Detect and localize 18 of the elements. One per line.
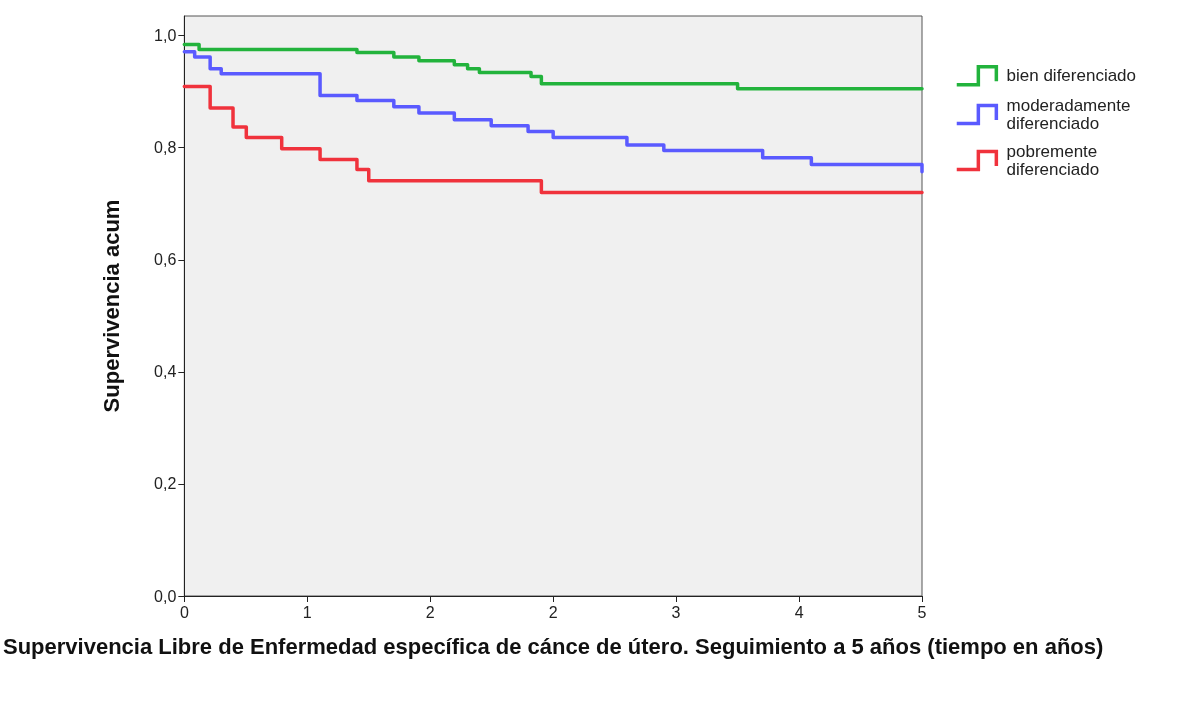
x-tick-label: 0 — [179, 603, 189, 621]
y-tick-label: 0,0 — [154, 587, 177, 605]
y-tick-label: 0,4 — [154, 363, 177, 381]
legend-label: bien diferenciado — [1006, 66, 1137, 86]
x-tick-label: 2 — [548, 603, 558, 621]
y-tick-label: 1,0 — [154, 27, 177, 45]
y-tick-label: 0,8 — [154, 139, 177, 157]
x-tick-label: 4 — [794, 603, 804, 621]
x-tick-label: 1 — [302, 603, 312, 621]
x-tick-label: 5 — [917, 603, 927, 621]
y-tick-label: 0,6 — [154, 251, 177, 269]
legend-label: moderadamente diferenciado — [1006, 96, 1136, 133]
x-axis-title: Supervivencia Libre de Enfermedad específica de cánce de útero. Seguimiento a 5 años (tiempo en años) — [2, 634, 1104, 659]
y-axis-title: Supervivencia acum — [98, 199, 124, 413]
y-tick-label: 0,2 — [154, 475, 177, 493]
x-tick-label: 3 — [671, 603, 681, 621]
legend-label: pobremente diferenciado — [1006, 142, 1102, 179]
x-tick-label: 2 — [425, 603, 435, 621]
